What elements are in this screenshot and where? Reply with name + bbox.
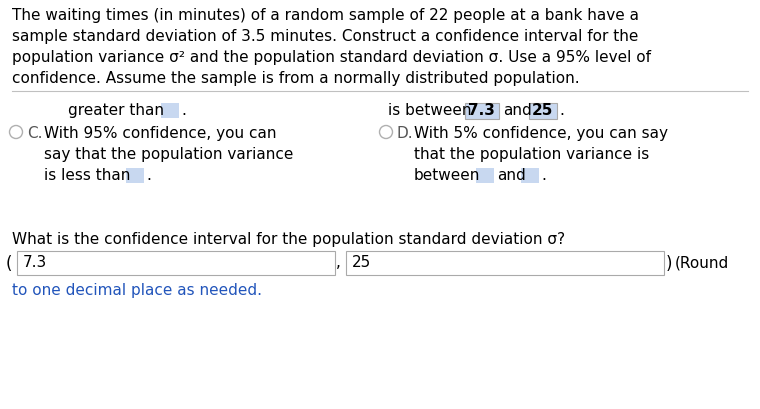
Text: and: and xyxy=(497,168,526,182)
Text: .: . xyxy=(181,103,186,118)
Text: .: . xyxy=(146,168,151,182)
Text: is between: is between xyxy=(388,103,471,118)
Text: C.: C. xyxy=(27,126,43,141)
Text: population variance σ² and the population standard deviation σ. Use a 95% level : population variance σ² and the populatio… xyxy=(12,50,651,65)
FancyBboxPatch shape xyxy=(161,104,179,119)
Text: What is the confidence interval for the population standard deviation σ?: What is the confidence interval for the … xyxy=(12,231,565,246)
Text: ): ) xyxy=(666,254,673,272)
Text: 25: 25 xyxy=(352,254,371,270)
Text: is less than: is less than xyxy=(44,168,131,182)
FancyBboxPatch shape xyxy=(346,252,664,275)
Text: 7.3: 7.3 xyxy=(23,254,47,270)
Text: and: and xyxy=(503,103,532,118)
Text: confidence. Assume the sample is from a normally distributed population.: confidence. Assume the sample is from a … xyxy=(12,71,580,86)
Text: The waiting times (in minutes) of a random sample of 22 people at a bank have a: The waiting times (in minutes) of a rand… xyxy=(12,8,639,23)
Text: D.: D. xyxy=(397,126,413,141)
FancyBboxPatch shape xyxy=(465,104,499,120)
Text: to one decimal place as needed.: to one decimal place as needed. xyxy=(12,282,262,297)
FancyBboxPatch shape xyxy=(521,169,539,184)
Text: With 5% confidence, you can say: With 5% confidence, you can say xyxy=(414,126,668,141)
Text: (: ( xyxy=(6,254,12,272)
Text: 7.3: 7.3 xyxy=(468,103,495,118)
FancyBboxPatch shape xyxy=(17,252,335,275)
Text: With 95% confidence, you can: With 95% confidence, you can xyxy=(44,126,277,141)
FancyBboxPatch shape xyxy=(529,104,557,120)
FancyBboxPatch shape xyxy=(126,169,144,184)
Text: say that the population variance: say that the population variance xyxy=(44,147,293,162)
Text: (Round: (Round xyxy=(675,254,730,270)
FancyBboxPatch shape xyxy=(476,169,494,184)
Text: between: between xyxy=(414,168,480,182)
Text: 25: 25 xyxy=(532,103,553,118)
Text: ,: , xyxy=(336,254,341,270)
Text: greater than: greater than xyxy=(68,103,164,118)
Text: sample standard deviation of 3.5 minutes. Construct a confidence interval for th: sample standard deviation of 3.5 minutes… xyxy=(12,29,638,44)
Text: .: . xyxy=(541,168,546,182)
Text: that the population variance is: that the population variance is xyxy=(414,147,649,162)
Text: .: . xyxy=(559,103,564,118)
